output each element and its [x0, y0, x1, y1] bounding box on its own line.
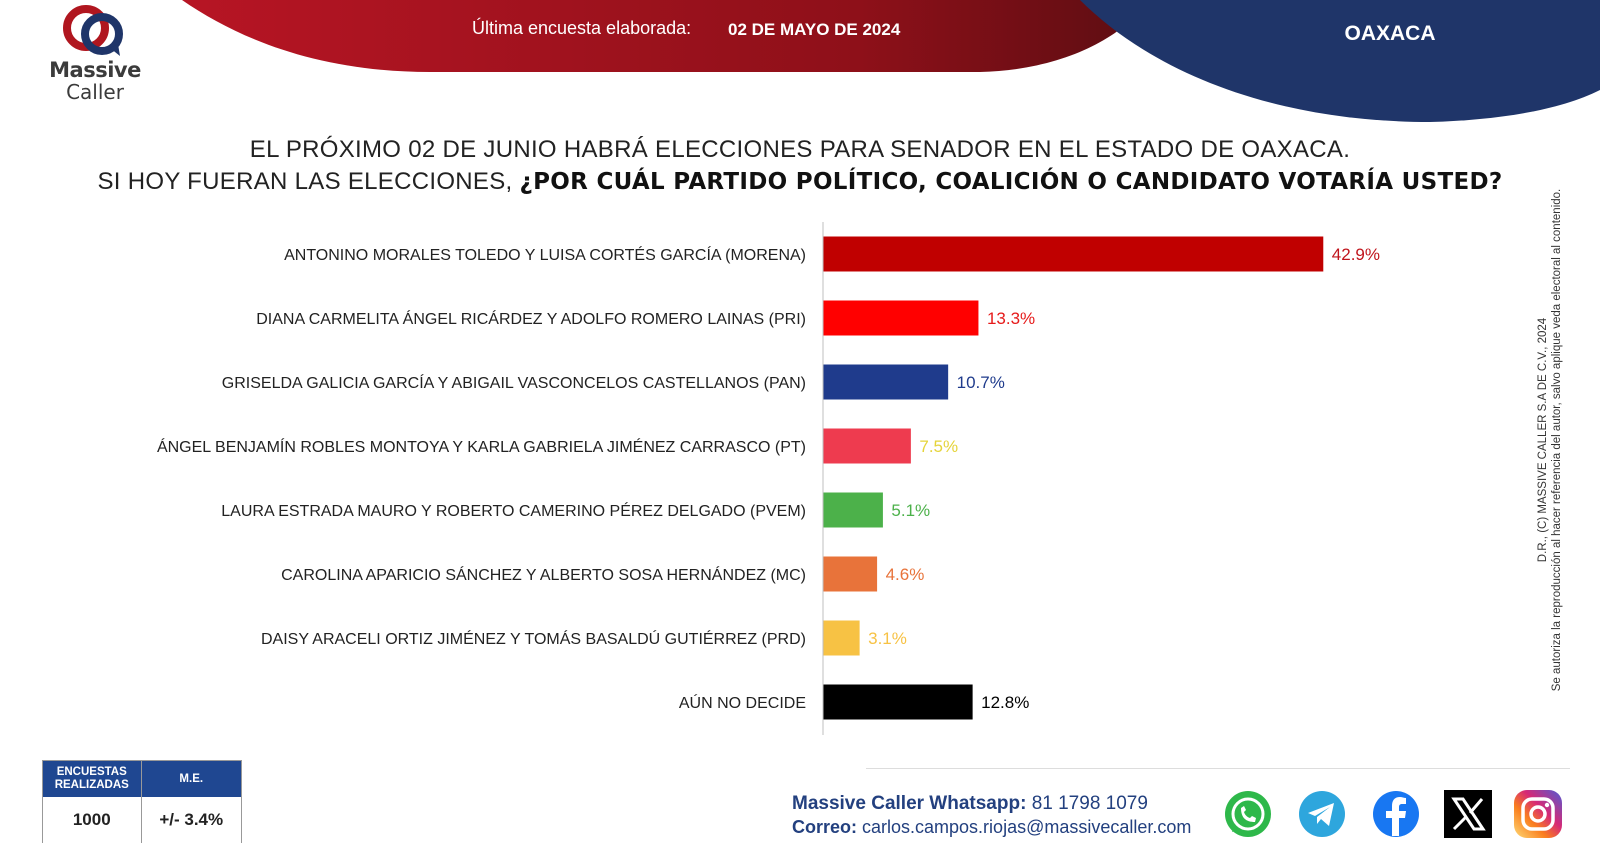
stats-value-row: 1000 +/- 3.4%: [43, 797, 241, 843]
x-icon[interactable]: [1442, 788, 1494, 840]
email-address[interactable]: carlos.campos.riojas@massivecaller.com: [857, 817, 1192, 837]
logo-text-massive: Massive: [49, 58, 141, 82]
bar-value-label: 4.6%: [886, 565, 925, 584]
question-line-2: SI HOY FUERAN LAS ELECCIONES, ¿POR CUÁL …: [0, 168, 1600, 196]
header-banner: [182, 0, 1600, 122]
bar-category-label: CAROLINA APARICIO SÁNCHEZ Y ALBERTO SOSA…: [281, 565, 806, 584]
stats-header-row: ENCUESTAS REALIZADAS M.E.: [43, 761, 241, 797]
survey-stats-table: ENCUESTAS REALIZADAS M.E. 1000 +/- 3.4%: [42, 760, 242, 843]
stats-header-surveys: ENCUESTAS REALIZADAS: [43, 761, 142, 797]
stats-value-margin: +/- 3.4%: [159, 810, 224, 829]
bar-category-label: DIANA CARMELITA ÁNGEL RICÁRDEZ Y ADOLFO …: [256, 309, 806, 328]
bar-value-label: 7.5%: [919, 437, 958, 456]
bar: [823, 236, 1324, 272]
bar: [823, 556, 878, 592]
whatsapp-icon[interactable]: [1222, 788, 1274, 840]
whatsapp-number[interactable]: 81 1798 1079: [1026, 793, 1148, 814]
bar-value-label: 12.8%: [981, 693, 1029, 712]
telegram-icon[interactable]: [1296, 788, 1348, 840]
facebook-icon[interactable]: [1370, 788, 1422, 840]
email-label: Correo:: [792, 817, 858, 837]
question-line-2-bold: ¿POR CUÁL PARTIDO POLÍTICO, COALICIÓN O …: [519, 169, 1503, 195]
question-line-1: EL PRÓXIMO 02 DE JUNIO HABRÁ ELECCIONES …: [249, 136, 1351, 163]
whatsapp-label: Massive Caller Whatsapp:: [792, 793, 1027, 814]
massive-caller-logo: Massive Caller: [40, 4, 150, 104]
contact-whatsapp: Massive Caller Whatsapp: 81 1798 1079: [792, 793, 1148, 815]
region-title: OAXACA: [1344, 22, 1436, 45]
bar: [823, 492, 883, 528]
bar-value-label: 3.1%: [868, 629, 907, 648]
stats-header-margin: M.E.: [179, 772, 204, 785]
copyright-line-2: Se autoriza la reproducción al hacer ref…: [1551, 188, 1563, 692]
bar-value-label: 10.7%: [957, 373, 1005, 392]
instagram-icon[interactable]: [1512, 788, 1564, 840]
bar-chart: ANTONINO MORALES TOLEDO Y LUISA CORTÉS G…: [157, 222, 1380, 735]
bar-value-label: 13.3%: [987, 309, 1035, 328]
bar-category-label: AÚN NO DECIDE: [679, 693, 806, 712]
bar-category-label: ANTONINO MORALES TOLEDO Y LUISA CORTÉS G…: [284, 245, 806, 264]
contact-email: Correo: carlos.campos.riojas@massivecall…: [792, 817, 1191, 838]
header-navy-shape: [1080, 0, 1600, 122]
bar: [823, 364, 949, 400]
survey-date-value: 02 DE MAYO DE 2024: [728, 20, 901, 39]
bar: [823, 620, 860, 656]
copyright-note: D.R., (C) MASSIVE CALLER S.A DE C.V., 20…: [1536, 150, 1564, 730]
header-red-shape: [182, 0, 1150, 72]
bar: [823, 300, 979, 336]
copyright-line-1: D.R., (C) MASSIVE CALLER S.A DE C.V., 20…: [1537, 317, 1549, 563]
bar: [823, 684, 973, 720]
bar-value-label: 5.1%: [891, 501, 930, 520]
bar-category-label: DAISY ARACELI ORTIZ JIMÉNEZ Y TOMÁS BASA…: [261, 629, 806, 648]
logo-text-caller: Caller: [66, 80, 124, 104]
bar-category-label: LAURA ESTRADA MAURO Y ROBERTO CAMERINO P…: [221, 501, 806, 520]
footer-divider: [866, 768, 1570, 769]
logo-mark-icon: [63, 5, 123, 56]
survey-date-label: Última encuesta elaborada:: [472, 18, 692, 38]
bar-category-label: ÁNGEL BENJAMÍN ROBLES MONTOYA Y KARLA GA…: [157, 437, 806, 456]
stats-value-surveys: 1000: [43, 797, 142, 843]
bar: [823, 428, 911, 464]
question-line-2-prefix: SI HOY FUERAN LAS ELECCIONES,: [97, 168, 520, 195]
bar-category-label: GRISELDA GALICIA GARCÍA Y ABIGAIL VASCON…: [222, 373, 806, 392]
bar-value-label: 42.9%: [1332, 245, 1380, 264]
